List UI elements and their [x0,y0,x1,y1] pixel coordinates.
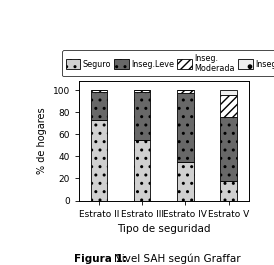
Bar [220,117,237,181]
Y-axis label: % de hogares: % de hogares [37,108,47,174]
Bar [177,94,193,162]
Bar [91,92,107,120]
X-axis label: Tipo de seguridad: Tipo de seguridad [117,224,210,234]
Bar [177,162,193,201]
Bar [134,90,150,92]
Legend: Seguro, Inseg.Leve, Inseg.
Moderada, Inseg.Grave: Seguro, Inseg.Leve, Inseg. Moderada, Ins… [62,50,274,76]
Bar [130,201,155,204]
Bar [220,181,237,201]
Bar [87,201,111,204]
Bar [134,140,150,201]
Text: Figura 1:: Figura 1: [74,254,127,264]
Bar [220,90,237,95]
Bar [220,95,237,117]
Bar [134,92,150,140]
Bar [173,201,198,204]
Bar [216,201,241,204]
Bar [91,120,107,201]
Bar [177,90,193,94]
Bar [91,90,107,92]
Text: Nivel SAH según Graffar: Nivel SAH según Graffar [114,253,240,264]
